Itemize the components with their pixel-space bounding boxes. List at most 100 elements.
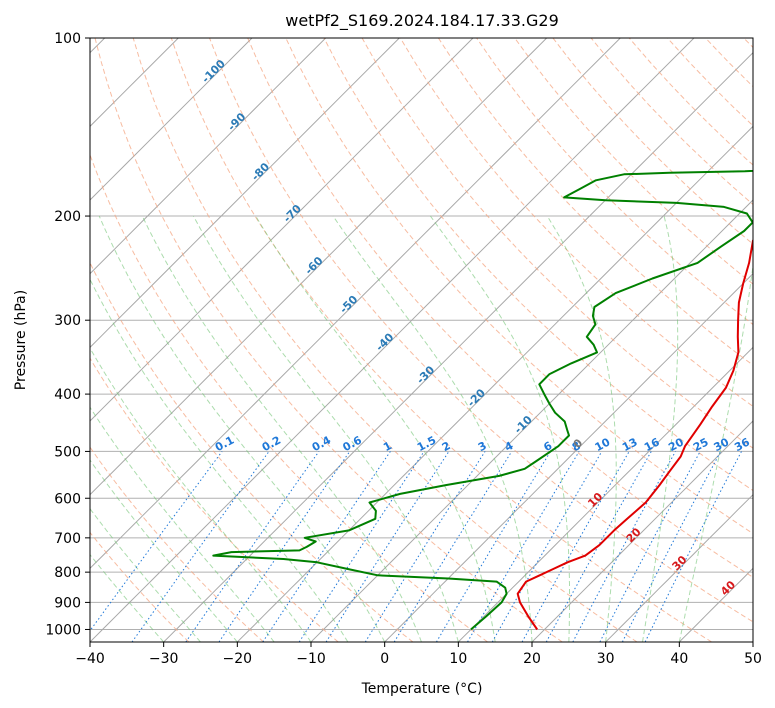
dry-adiabat-line xyxy=(90,153,488,642)
y-tick-label: 700 xyxy=(54,531,81,547)
moist-adiabat-line xyxy=(678,261,753,642)
moist-adiabat-line xyxy=(90,347,312,642)
isotherm-gridline xyxy=(457,346,753,642)
moist-adiabat-line xyxy=(192,215,459,642)
dry-adiabat-line xyxy=(90,446,264,642)
axes: −40 −30 −20 −10 0 10 20 30 40 50 1000 900 800 700 600 5… xyxy=(45,31,762,667)
mixing-ratio-label: 20 xyxy=(666,435,686,454)
dry-adiabat-line xyxy=(437,38,753,366)
y-axis-label: Pressure (hPa) xyxy=(13,290,29,390)
mixing-ratio-label: 16 xyxy=(642,435,662,454)
isotherm-gridline xyxy=(90,38,253,201)
isotherm-gridline xyxy=(531,420,753,642)
isotherm-label: -10 xyxy=(512,413,535,436)
moist-adiabat-line xyxy=(141,215,422,642)
dry-adiabat-line xyxy=(170,38,712,642)
isotherm-gridline xyxy=(163,51,753,642)
isotherm-label: -70 xyxy=(281,202,304,225)
moist-adiabat-line xyxy=(90,553,165,642)
dry-adiabat-line xyxy=(743,38,753,49)
isotherm-gridline xyxy=(752,641,753,642)
mixing-ratio-line xyxy=(218,451,351,642)
y-tick-label: 1000 xyxy=(45,622,81,638)
dry-adiabat-line xyxy=(667,38,753,127)
isotherm-gridline xyxy=(90,38,621,570)
dry-adiabat-line xyxy=(90,261,414,642)
isotherm-label: -60 xyxy=(302,254,325,277)
dry-adiabat-line xyxy=(209,38,753,623)
dry-adiabat-line xyxy=(94,38,563,642)
x-tick-label: −20 xyxy=(223,651,253,667)
mixing-ratio-line xyxy=(325,451,450,642)
isotherm-label: -20 xyxy=(465,386,488,409)
moist-adiabat-line xyxy=(90,459,238,642)
dry-adiabat-line xyxy=(514,38,753,285)
y-tick-label: 800 xyxy=(54,565,81,581)
mixing-ratio-line xyxy=(298,451,425,642)
dry-adiabat-line xyxy=(399,38,753,408)
mixing-ratio-line xyxy=(185,451,320,642)
dry-adiabat-line xyxy=(247,38,753,578)
isotherm-gridline xyxy=(310,199,753,642)
isotherm-gridline xyxy=(384,272,753,642)
moist-adiabat-line xyxy=(546,215,617,642)
mixing-ratio-line xyxy=(131,451,270,642)
moist-adiabat-line xyxy=(255,215,496,642)
mixing-ratio-line xyxy=(90,451,223,632)
chart-title: wetPf2_S169.2024.184.17.33.G29 xyxy=(285,11,559,31)
isotherm-gridline xyxy=(678,567,753,642)
y-tick-label: 600 xyxy=(54,491,81,507)
moist-adiabat-line xyxy=(90,406,275,642)
isotherm-label: -40 xyxy=(373,330,396,353)
y-tick-label: 100 xyxy=(54,31,81,47)
isotherm-gridline xyxy=(90,38,474,422)
y-tick-label: 900 xyxy=(54,595,81,611)
y-tick-label: 200 xyxy=(54,209,81,225)
isotherm-label: -50 xyxy=(337,293,360,316)
dry-adiabat-line xyxy=(132,38,638,642)
mixing-ratio-label: 25 xyxy=(691,436,711,455)
x-tick-label: 20 xyxy=(523,651,541,667)
mixing-ratio-line xyxy=(621,451,722,642)
isotherm-label: 20 xyxy=(624,525,644,545)
mixing-ratio-line xyxy=(467,451,580,642)
mixing-ratio-line xyxy=(572,451,676,642)
moist-adiabat-line xyxy=(642,215,679,642)
isotherm-label: 40 xyxy=(718,578,738,598)
dry-adiabat-line xyxy=(90,531,190,642)
plot-area: 0.1 0.2 0.4 0.6 1 1.5 2 3 4 6 8 10 13 16 20 25 30 36-100-… xyxy=(90,38,753,642)
mixing-ratio-label: 36 xyxy=(732,435,752,454)
x-tick-label: −40 xyxy=(75,651,105,667)
mixing-ratio-line xyxy=(599,451,701,642)
dry-adiabat-line xyxy=(323,38,753,492)
isotherm-label: -100 xyxy=(199,57,228,86)
mixing-ratio-line xyxy=(262,451,391,642)
x-tick-label: 50 xyxy=(744,651,762,667)
dry-adiabat-line xyxy=(90,357,339,642)
x-tick-label: 30 xyxy=(597,651,615,667)
x-tick-label: 40 xyxy=(670,651,688,667)
y-tick-label: 300 xyxy=(54,313,81,329)
isotherm-label: -90 xyxy=(225,110,248,133)
y-tick-label: 500 xyxy=(54,444,81,460)
y-tick-label: 400 xyxy=(54,387,81,403)
mixing-ratio-label: 30 xyxy=(712,435,732,454)
x-tick-label: 10 xyxy=(449,651,467,667)
moist-adiabat-line xyxy=(98,215,386,642)
mixing-ratio-line xyxy=(644,451,742,642)
x-tick-label: −10 xyxy=(296,651,326,667)
plot-frame xyxy=(89,37,754,643)
isotherm-label: -30 xyxy=(414,363,437,386)
isotherm-label: 10 xyxy=(585,490,605,510)
x-tick-label: −30 xyxy=(149,651,179,667)
isotherm-label: 30 xyxy=(670,553,690,573)
moist-adiabat-line xyxy=(90,507,201,642)
mixing-ratio-label: 10 xyxy=(593,435,613,454)
isotherm-gridline xyxy=(90,38,400,349)
dry-adiabat-line xyxy=(590,38,753,206)
dewpoint-profile-line xyxy=(212,169,753,631)
mixing-ratio-line xyxy=(393,451,513,642)
mixing-ratio-line xyxy=(435,451,552,642)
x-tick-label: 0 xyxy=(380,651,389,667)
